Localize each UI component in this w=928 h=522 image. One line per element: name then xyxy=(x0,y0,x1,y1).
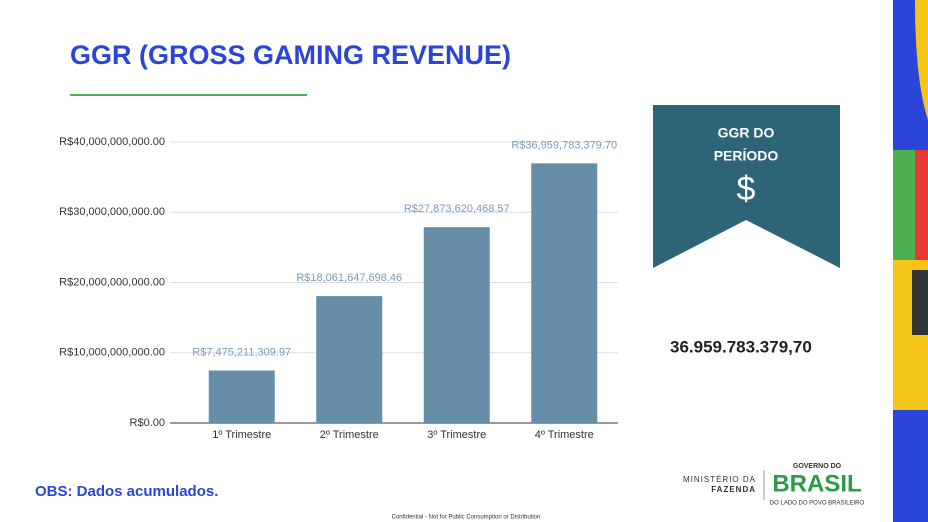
footer: Confidential - Not for Public Consumptio… xyxy=(392,515,541,521)
bar xyxy=(423,227,490,423)
badge-title: GGR DO xyxy=(718,125,775,141)
ministry-logo: MINISTÉRIO DA xyxy=(683,475,756,484)
plot: R$0.00 R$10,000,000,000.00 R$20,000,000,00… xyxy=(59,136,618,441)
bar xyxy=(316,296,383,423)
decor-block xyxy=(912,270,928,335)
y-tick-label: R$20,000,000,000.00 xyxy=(59,276,165,288)
bar xyxy=(531,163,598,423)
note: OBS: Dados acumulados. xyxy=(35,483,218,500)
side-decoration xyxy=(893,0,928,522)
total-value: 36.959.783.379,70 xyxy=(670,337,812,356)
badge xyxy=(653,105,840,268)
value-label: R$18,061,647,698.46 xyxy=(296,272,402,284)
value-label: R$27,873,620,468.57 xyxy=(404,203,510,215)
y-tick-label: R$30,000,000,000.00 xyxy=(59,206,165,218)
x-tick-label: 3º Trimestre xyxy=(427,429,486,441)
gov-logo-name: BRASIL xyxy=(772,470,861,497)
y-tick-label: R$0.00 xyxy=(130,417,165,429)
bar xyxy=(208,370,275,423)
decor-block xyxy=(915,0,928,120)
value-label: R$7,475,211,309.97 xyxy=(192,346,291,358)
decor-block xyxy=(893,150,915,260)
decor-block xyxy=(915,150,928,260)
gov-logo-top: GOVERNO DO xyxy=(793,463,842,470)
x-tick-label: 1º Trimestre xyxy=(212,429,271,441)
x-tick-label: 2º Trimestre xyxy=(320,429,379,441)
x-tick-label: 4º Trimestre xyxy=(535,429,594,441)
decor-block xyxy=(893,410,928,522)
value-label: R$36,959,783,379.70 xyxy=(511,139,617,151)
badge-title: PERÍODO xyxy=(714,148,779,164)
y-tick-label: R$10,000,000,000.00 xyxy=(59,347,165,359)
gov-logo-bottom: DO LADO DO POVO BRASILEIRO xyxy=(770,501,865,507)
ministry-logo: FAZENDA xyxy=(711,485,756,494)
y-tick-label: R$40,000,000,000.00 xyxy=(59,136,165,148)
badge-symbol: $ xyxy=(737,170,756,208)
slide-title: GGR (GROSS GAMING REVENUE) xyxy=(70,40,511,70)
